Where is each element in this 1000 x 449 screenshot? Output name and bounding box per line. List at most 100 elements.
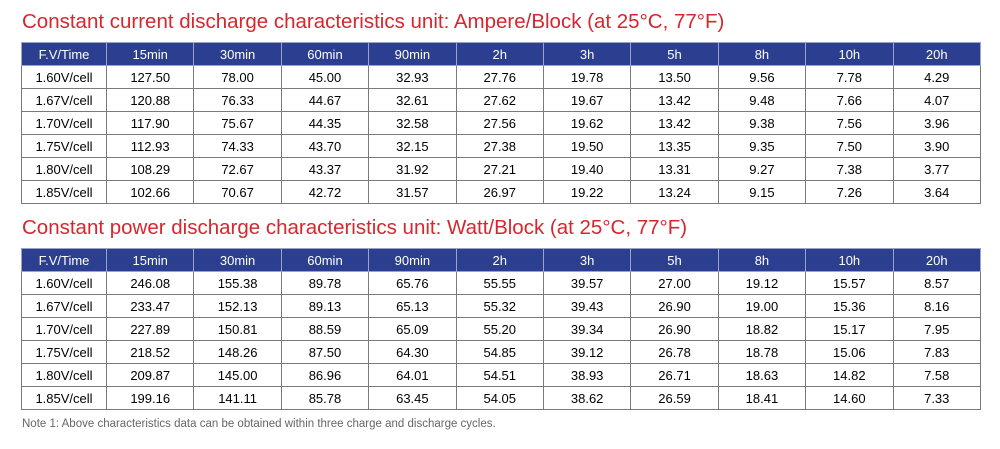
table-row: 1.70V/cell 117.90 75.67 44.35 32.58 27.56 19.6… — [21, 111, 982, 135]
value-cell: 27.56 — [455, 111, 544, 135]
table-row: 1.85V/cell 102.66 70.67 42.72 31.57 26.97 19.2… — [21, 180, 982, 204]
value-cell: 26.90 — [630, 294, 719, 318]
value-cell: 3.90 — [892, 134, 982, 158]
value-cell: 15.57 — [805, 271, 894, 295]
value-cell: 19.62 — [542, 111, 632, 135]
value-cell: 7.38 — [805, 157, 894, 181]
value-cell: 150.81 — [193, 317, 282, 341]
value-cell: 14.60 — [805, 386, 894, 410]
value-cell: 32.15 — [368, 134, 457, 158]
value-cell: 39.57 — [542, 271, 632, 295]
table-row: 1.80V/cell 209.87 145.00 86.96 64.01 54.51 38.… — [21, 363, 982, 387]
value-cell: 32.58 — [368, 111, 457, 135]
value-cell: 4.07 — [892, 88, 982, 112]
value-cell: 9.38 — [717, 111, 807, 135]
value-cell: 27.38 — [455, 134, 544, 158]
column-header: 15min — [105, 42, 195, 66]
value-cell: 15.06 — [805, 340, 894, 364]
table-row: 1.80V/cell 108.29 72.67 43.37 31.92 27.21 19.4… — [21, 157, 982, 181]
value-cell: 108.29 — [105, 157, 195, 181]
table-row: 1.75V/cell 218.52 148.26 87.50 64.30 54.85 39.… — [21, 340, 982, 364]
column-header: 3h — [542, 248, 632, 272]
value-cell: 32.61 — [368, 88, 457, 112]
value-cell: 54.05 — [455, 386, 544, 410]
row-label-cell: 1.75V/cell — [21, 340, 107, 364]
value-cell: 38.93 — [542, 363, 632, 387]
value-cell: 27.76 — [455, 65, 544, 89]
value-cell: 42.72 — [280, 180, 370, 204]
column-header: 60min — [280, 248, 370, 272]
value-cell: 152.13 — [193, 294, 282, 318]
column-header: 5h — [630, 248, 719, 272]
value-cell: 26.59 — [630, 386, 719, 410]
value-cell: 32.93 — [368, 65, 457, 89]
column-header: 90min — [368, 42, 457, 66]
value-cell: 3.64 — [892, 180, 982, 204]
value-cell: 18.63 — [717, 363, 807, 387]
value-cell: 13.50 — [630, 65, 719, 89]
table-row: 1.60V/cell 246.08 155.38 89.78 65.76 55.55 39.… — [21, 271, 982, 295]
value-cell: 38.62 — [542, 386, 632, 410]
column-header: F.V/Time — [21, 248, 107, 272]
column-header: 8h — [717, 248, 807, 272]
column-header: 15min — [105, 248, 195, 272]
value-cell: 112.93 — [105, 134, 195, 158]
value-cell: 145.00 — [193, 363, 282, 387]
value-cell: 27.21 — [455, 157, 544, 181]
value-cell: 44.67 — [280, 88, 370, 112]
value-cell: 26.78 — [630, 340, 719, 364]
value-cell: 86.96 — [280, 363, 370, 387]
row-label-cell: 1.75V/cell — [21, 134, 107, 158]
value-cell: 75.67 — [193, 111, 282, 135]
value-cell: 7.83 — [892, 340, 982, 364]
column-header: 2h — [455, 248, 544, 272]
column-header: 30min — [193, 248, 282, 272]
value-cell: 85.78 — [280, 386, 370, 410]
value-cell: 15.17 — [805, 317, 894, 341]
value-cell: 7.33 — [892, 386, 982, 410]
value-cell: 31.57 — [368, 180, 457, 204]
column-header: 20h — [892, 42, 982, 66]
value-cell: 13.31 — [630, 157, 719, 181]
value-cell: 64.30 — [368, 340, 457, 364]
power-discharge-table: F.V/Time 15min 30min 60min 90min 2h 3h 5h 8h 10h 2… — [21, 248, 982, 410]
table-row: 1.75V/cell 112.93 74.33 43.70 32.15 27.38 19.5… — [21, 134, 982, 158]
table-row: 1.67V/cell 233.47 152.13 89.13 65.13 55.32 39.… — [21, 294, 982, 318]
value-cell: 64.01 — [368, 363, 457, 387]
value-cell: 141.11 — [193, 386, 282, 410]
value-cell: 19.12 — [717, 271, 807, 295]
value-cell: 87.50 — [280, 340, 370, 364]
column-header: 10h — [805, 248, 894, 272]
value-cell: 89.78 — [280, 271, 370, 295]
value-cell: 9.35 — [717, 134, 807, 158]
value-cell: 31.92 — [368, 157, 457, 181]
value-cell: 120.88 — [105, 88, 195, 112]
value-cell: 18.78 — [717, 340, 807, 364]
value-cell: 227.89 — [105, 317, 195, 341]
value-cell: 74.33 — [193, 134, 282, 158]
value-cell: 4.29 — [892, 65, 982, 89]
value-cell: 19.00 — [717, 294, 807, 318]
value-cell: 88.59 — [280, 317, 370, 341]
value-cell: 7.26 — [805, 180, 894, 204]
current-table-title: Constant current discharge characteristi… — [22, 10, 725, 33]
column-header: 60min — [280, 42, 370, 66]
value-cell: 65.09 — [368, 317, 457, 341]
value-cell: 18.41 — [717, 386, 807, 410]
table-header-row: F.V/Time 15min 30min 60min 90min 2h 3h 5h 8h 10h 2… — [21, 42, 982, 66]
value-cell: 44.35 — [280, 111, 370, 135]
value-cell: 19.40 — [542, 157, 632, 181]
column-header: 2h — [455, 42, 544, 66]
value-cell: 55.55 — [455, 271, 544, 295]
table-row: 1.67V/cell 120.88 76.33 44.67 32.61 27.62 19.6… — [21, 88, 982, 112]
row-label-cell: 1.70V/cell — [21, 111, 107, 135]
row-label-cell: 1.80V/cell — [21, 157, 107, 181]
value-cell: 19.50 — [542, 134, 632, 158]
value-cell: 127.50 — [105, 65, 195, 89]
row-label-cell: 1.70V/cell — [21, 317, 107, 341]
column-header: F.V/Time — [21, 42, 107, 66]
power-table-title: Constant power discharge characteristics… — [22, 216, 688, 239]
value-cell: 117.90 — [105, 111, 195, 135]
value-cell: 19.22 — [542, 180, 632, 204]
row-label-cell: 1.85V/cell — [21, 180, 107, 204]
